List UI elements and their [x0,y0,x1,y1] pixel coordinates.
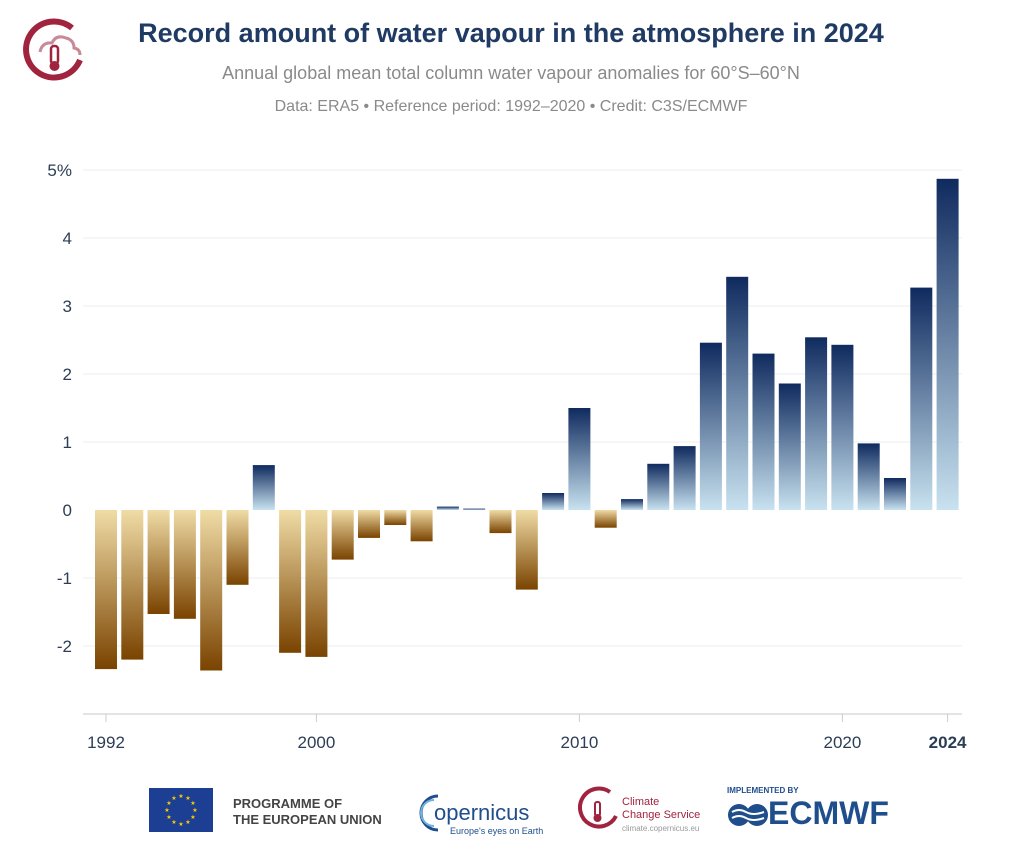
bars-group [95,178,959,671]
ccs-text: Climate Change Service [622,796,701,821]
eu-flag-icon: ★ ★★★ ★★★★ ★★★★ [149,788,213,832]
bar-2014 [673,446,696,510]
bar-1993 [121,510,144,660]
bar-1998 [252,465,275,510]
chart-subtitle: Annual global mean total column water va… [222,63,800,83]
bar-1994 [147,510,170,614]
bar-2010 [568,408,591,510]
x-axis-labels: 1992 2000 2010 2020 2024 [87,714,967,752]
bar-2004 [410,510,433,542]
footer-logos: ★ ★ ★ ★ ★ ★ ★ ★ ★ ★ ★ ★ PROGRAMME OF THE EUROPEAN… [0,778,1022,848]
svg-text:★: ★ [178,793,183,800]
bar-2003 [384,510,407,525]
svg-text:★: ★ [192,807,197,814]
bar-2015 [699,342,722,510]
bar-1996 [200,510,223,671]
ccs-url: climate.copernicus.eu [622,824,700,833]
y-tick-label: -2 [57,637,72,656]
bar-2009 [542,493,565,510]
bar-2007 [489,510,512,534]
climate-change-service-logo-icon [23,18,83,81]
svg-text:★: ★ [164,807,169,814]
bar-2001 [331,510,354,560]
svg-text:★: ★ [178,821,183,828]
chart-source-line: Data: ERA5 • Reference period: 1992–2020… [274,98,748,115]
bar-2000 [305,510,328,657]
chart-title: Record amount of water vapour in the atm… [138,18,884,48]
bar-2020 [831,344,854,510]
y-tick-label: 1 [63,433,72,452]
y-tick-label: 0 [63,501,72,520]
bar-1999 [279,510,302,653]
ecmwf-wordmark: ECMWF [768,795,889,831]
bar-2024 [936,178,959,511]
copernicus-tagline: Europe's eyes on Earth [450,826,544,836]
x-tick-label: 2024 [929,733,967,752]
svg-text:★: ★ [166,800,171,807]
y-tick-label: -1 [57,569,72,588]
x-tick-label: 2020 [823,733,861,752]
ecmwf-logo-icon [728,804,768,826]
svg-text:★: ★ [171,795,176,802]
x-tick-label: 2010 [560,733,598,752]
svg-text:★: ★ [166,814,171,821]
bar-1997 [226,510,249,585]
bar-2011 [594,510,617,528]
bar-2002 [358,510,380,538]
svg-text:★: ★ [171,819,176,826]
svg-text:★: ★ [185,795,190,802]
copernicus-logo-icon [419,794,439,832]
bar-2018 [778,383,801,510]
copernicus-wordmark: opernicus [434,800,530,825]
x-tick-label: 2000 [297,733,335,752]
implemented-by-label: IMPLEMENTED BY [727,786,799,795]
bar-chart: -2 -1 0 1 2 3 4 5% 1992 2000 2010 2020 2024 [47,161,967,752]
bar-2008 [515,510,538,590]
bar-2016 [726,276,749,510]
bar-2006 [463,508,486,511]
bar-2023 [910,287,933,510]
y-tick-label: 4 [63,229,72,248]
bar-2013 [647,463,670,510]
y-tick-label: 5% [47,161,72,180]
bar-2017 [752,353,775,510]
eu-programme-text: PROGRAMME OF THE EUROPEAN UNION [233,796,382,827]
bar-1992 [95,510,117,670]
bar-2022 [884,478,906,510]
svg-text:★: ★ [190,814,195,821]
y-axis-labels: -2 -1 0 1 2 3 4 5% [47,161,72,656]
bar-2005 [436,506,459,510]
y-tick-label: 2 [63,365,72,384]
bar-2019 [805,337,828,510]
svg-text:★: ★ [185,819,190,826]
bar-2021 [857,443,880,510]
ccs-logo-icon [578,786,618,829]
y-tick-label: 3 [63,297,72,316]
svg-text:★: ★ [190,800,195,807]
bar-1995 [173,510,196,619]
bar-2012 [621,499,643,510]
x-tick-label: 1992 [87,733,125,752]
